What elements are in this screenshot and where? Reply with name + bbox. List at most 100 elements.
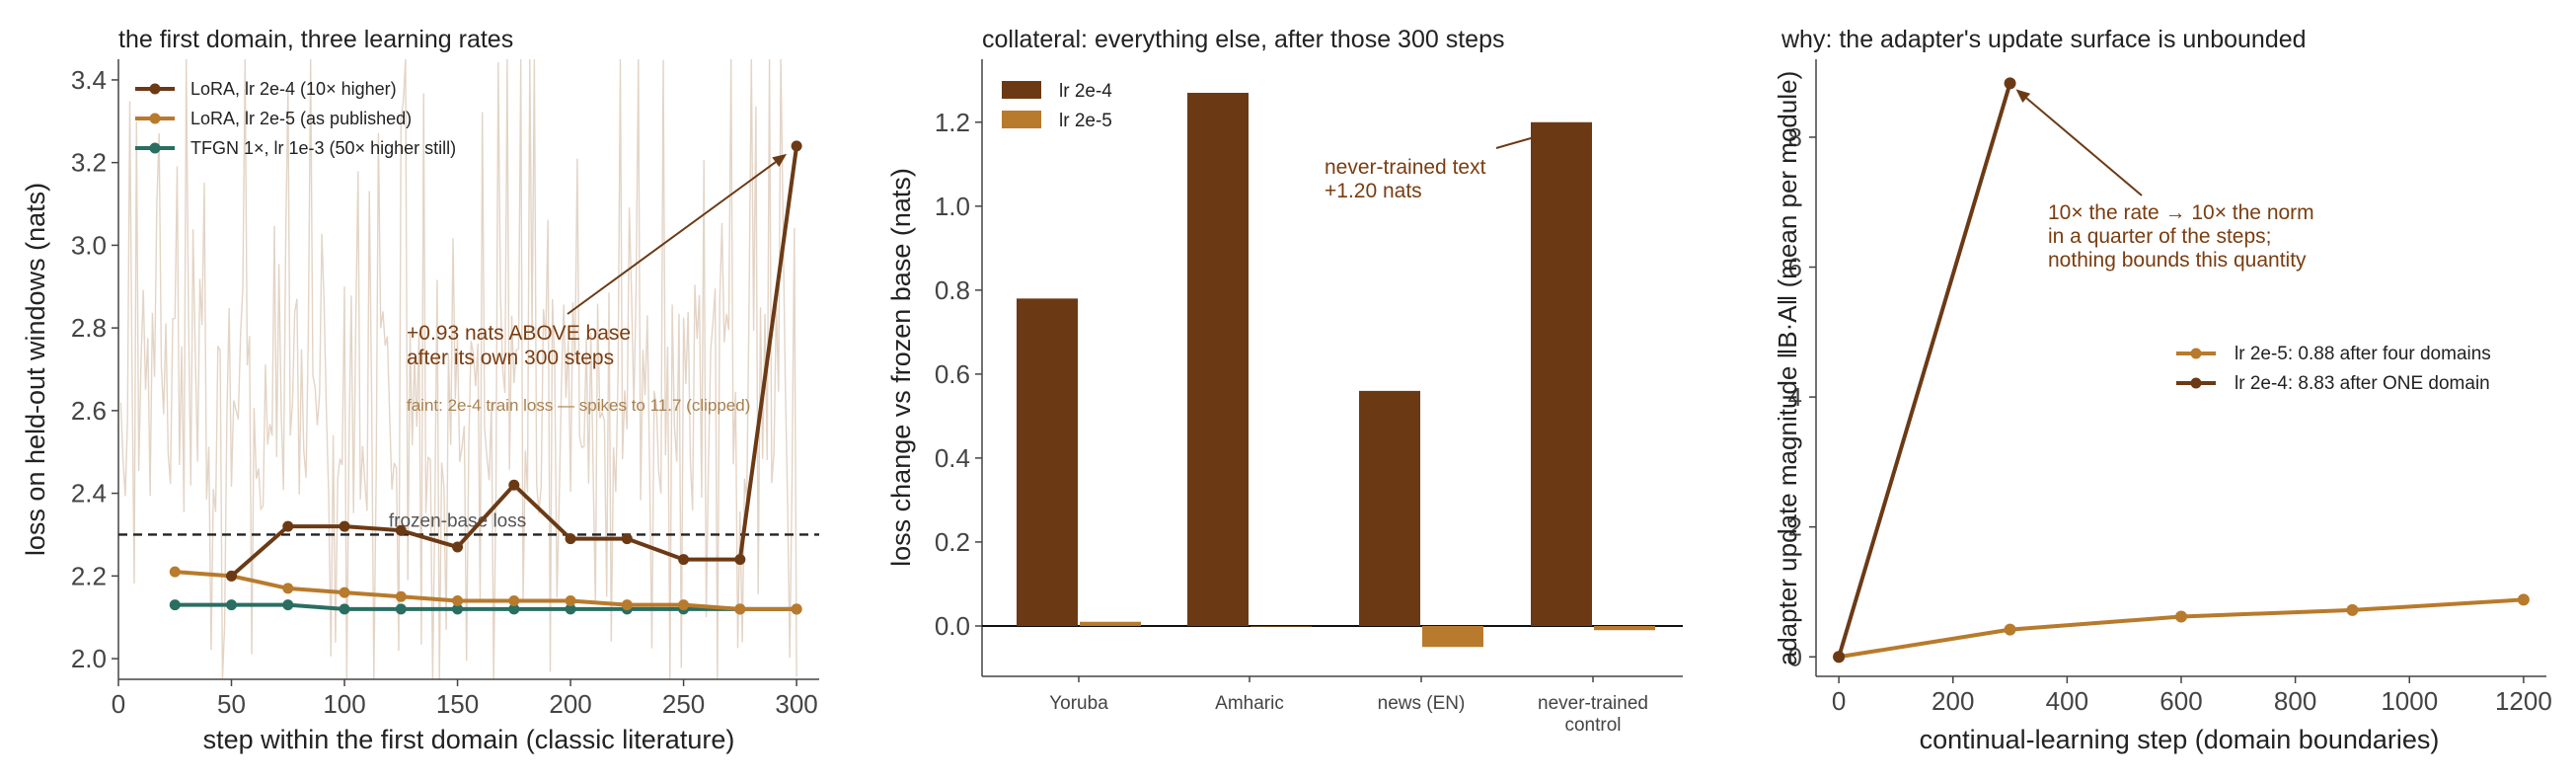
data-point (395, 590, 407, 602)
y-tick-label: 3.4 (71, 65, 107, 95)
x-tick-label: Yoruba (1049, 693, 1108, 714)
y-tick-label: 2 (1788, 512, 1802, 542)
annotation-line: +1.20 nats (1325, 180, 1422, 202)
annotation-line: +0.93 nats ABOVE base (407, 322, 631, 345)
data-point (395, 603, 407, 615)
train-loss-trace (119, 58, 797, 680)
legend-marker (149, 113, 161, 124)
data-point (339, 586, 350, 598)
data-point (678, 599, 690, 611)
data-point (169, 599, 181, 611)
data-point (734, 603, 746, 615)
legend-label: LoRA, lr 2e-4 (10× higher) (190, 79, 397, 99)
x-tick-label: 0 (112, 689, 125, 719)
data-point (508, 603, 520, 615)
data-point (339, 520, 350, 532)
y-tick-label: 2.6 (71, 396, 107, 426)
bar (1250, 625, 1312, 627)
data-point (1833, 651, 1846, 664)
y-tick-label: 1.0 (935, 192, 970, 221)
data-point (452, 594, 464, 606)
y-tick-label: 3.2 (71, 148, 107, 178)
frozen-base-label: frozen-base loss (389, 510, 526, 531)
legend-swatch (1002, 81, 1041, 99)
chart-title: collateral: everything else, after those… (982, 26, 1504, 53)
series-line (175, 602, 797, 611)
data-point (791, 603, 802, 615)
data-point (2004, 77, 2016, 90)
y-tick-label: 0.0 (935, 611, 970, 641)
bar (1359, 390, 1420, 626)
y-tick-label: 4 (1788, 382, 1802, 412)
x-ticks: 0 200 400 600 800 1000 1200 (1832, 676, 2552, 716)
chart-title: the first domain, three learning rates (118, 26, 513, 53)
bar (1531, 121, 1592, 626)
x-tick-label: 250 (662, 689, 705, 719)
data-point (621, 533, 633, 545)
legend-label: lr 2e-4: 8.83 after ONE domain (2235, 373, 2490, 394)
x-tick-label: 1200 (2495, 686, 2552, 716)
y-tick-label: 0.4 (935, 443, 970, 473)
y-tick-label: 2.2 (71, 561, 107, 590)
data-point (339, 603, 350, 615)
y-tick-label: 1.2 (935, 108, 970, 137)
y-tick-label: 6 (1788, 253, 1802, 282)
y-tick-label: 3.0 (71, 230, 107, 260)
y-tick-label: 8 (1788, 122, 1802, 152)
data-point (678, 554, 690, 566)
data-point (282, 599, 294, 611)
x-tick-label: 600 (2159, 686, 2202, 716)
bar (1187, 93, 1249, 626)
annotation-line: nothing bounds this quantity (2048, 249, 2307, 272)
x-tick-label: 0 (1832, 686, 1846, 716)
y-tick-label: 0.6 (935, 359, 970, 389)
data-point (2175, 610, 2187, 623)
legend-marker (2190, 348, 2202, 359)
legend-label: LoRA, lr 2e-5 (as published) (190, 109, 412, 128)
data-point (282, 520, 294, 532)
y-tick-label: 0.2 (935, 527, 970, 557)
annotation-unbounded: 10× the rate → 10× the norm in a quarter… (2048, 201, 2320, 272)
x-tick-label: Amharic (1215, 693, 1284, 714)
y-ticks: 0.0 0.2 0.4 0.6 0.8 1.0 1.2 (935, 108, 982, 641)
data-point (169, 566, 181, 578)
y-ticks: 0 2 4 6 8 (1788, 122, 1816, 671)
x-tick-label: 100 (323, 689, 365, 719)
bar (1422, 625, 1483, 648)
data-point (2004, 623, 2016, 636)
x-axis-label: continual-learning step (domain boundari… (1920, 725, 2440, 754)
x-tick-label: 400 (2046, 686, 2088, 716)
data-point (452, 541, 464, 553)
bar (1080, 621, 1141, 626)
data-point (508, 594, 520, 606)
x-ticks: Yoruba Amharic news (EN) never-trainedcontr… (1049, 676, 1648, 736)
legend: lr 2e-4 lr 2e-5 (1002, 81, 1112, 131)
data-point (452, 603, 464, 615)
data-point (565, 594, 576, 606)
legend-marker (2190, 377, 2202, 389)
arrowhead-icon (2015, 89, 2031, 103)
legend: lr 2e-5: 0.88 after four domains lr 2e-4:… (2176, 344, 2491, 394)
x-tick-label: 200 (1932, 686, 1974, 716)
arrowhead-icon (1551, 125, 1566, 138)
annotation-arrow (1495, 130, 1553, 149)
annotation-above-base: +0.93 nats ABOVE base after its own 300 … (407, 322, 637, 369)
y-tick-label: 0 (1788, 642, 1802, 671)
annotation-arrow (567, 161, 777, 315)
data-point (565, 603, 576, 615)
x-ticks: 0 50 100 150 200 250 300 (112, 679, 818, 719)
data-point (226, 599, 238, 611)
panel-3-line-chart: why: the adapter's update surface is unb… (1773, 26, 2552, 754)
y-axis-label: loss on held-out windows (nats) (21, 183, 50, 556)
legend-swatch (1002, 111, 1041, 128)
arrowhead-icon (772, 153, 788, 168)
x-tick-label: news (EN) (1378, 693, 1466, 714)
bars-group (1017, 93, 1655, 648)
y-axis-label: adapter update magnitude ‖B·A‖ (mean per… (1773, 71, 1802, 666)
data-point (2346, 603, 2359, 616)
train-loss-line (119, 58, 797, 680)
legend-marker (149, 142, 161, 154)
series-group (169, 140, 802, 615)
series-line (1837, 82, 2012, 658)
